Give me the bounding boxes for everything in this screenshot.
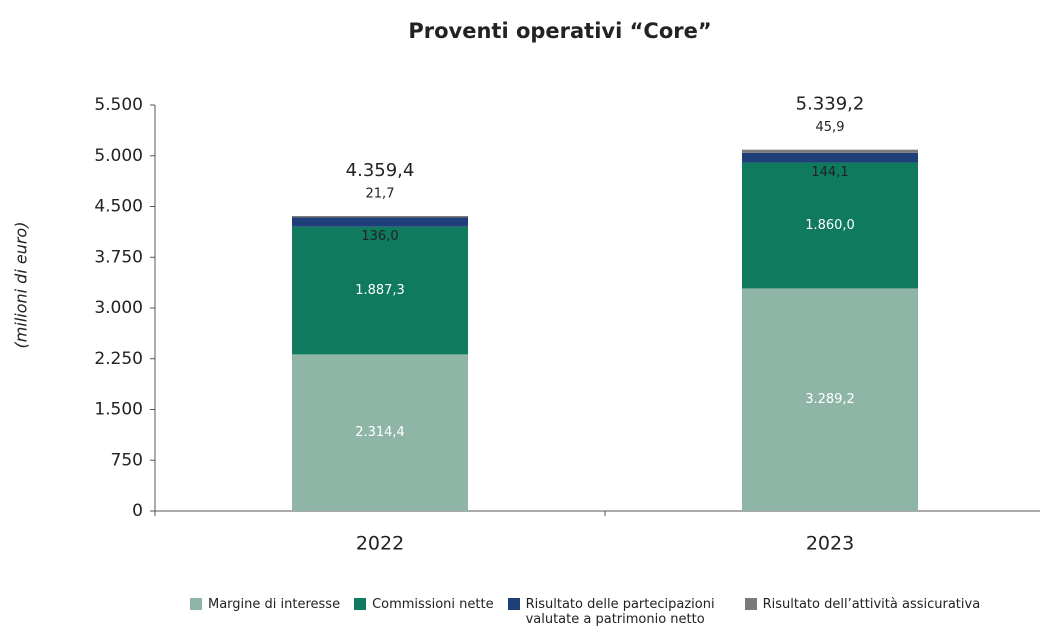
legend-label: Commissioni nette <box>372 597 494 612</box>
legend-swatch <box>744 598 757 610</box>
legend-item: Risultato dell’attività assicurativa <box>744 597 981 627</box>
value-label: 1.887,3 <box>355 283 405 298</box>
y-tick-label: 4.500 <box>94 197 143 217</box>
legend-label: Margine di interesse <box>208 597 341 612</box>
y-tick-label: 3.750 <box>94 247 143 267</box>
y-tick-label: 3.000 <box>94 298 143 318</box>
chart-title: Proventi operativi “Core” <box>408 19 711 43</box>
y-tick-label: 5.500 <box>94 95 143 115</box>
legend-label: Risultato dell’attività assicurativa <box>762 597 981 612</box>
legend-item: Commissioni nette <box>354 597 494 627</box>
legend-item: Risultato delle partecipazioni valutate … <box>507 597 731 627</box>
bar-segment <box>292 217 468 227</box>
value-label: 21,7 <box>366 187 395 202</box>
value-label: 2.314,4 <box>355 425 405 440</box>
x-tick-label: 2022 <box>356 533 404 555</box>
legend: Margine di interesse Commissioni nette Ris… <box>190 597 980 627</box>
bar-segment <box>292 354 468 511</box>
value-label: 45,9 <box>816 120 845 135</box>
bar-segment <box>742 288 918 511</box>
y-axis-label: (milioni di euro) <box>12 222 31 349</box>
legend-swatch <box>507 598 520 610</box>
y-tick-label: 750 <box>111 450 143 470</box>
y-tick-label: 5.000 <box>94 146 143 166</box>
y-tick-label: 0 <box>132 501 143 521</box>
total-label: 4.359,4 <box>346 160 415 181</box>
bar-segment <box>742 162 918 289</box>
bar-segment <box>742 152 918 163</box>
value-label: 1.860,0 <box>805 218 855 233</box>
chart: Proventi operativi “Core” (milioni di eu… <box>12 19 1040 555</box>
total-label: 5.339,2 <box>796 94 865 115</box>
value-label: 144,1 <box>811 165 848 180</box>
bar-segment <box>292 226 468 355</box>
legend-swatch <box>190 598 202 610</box>
bar-segment <box>292 216 468 218</box>
x-tick-label: 2023 <box>806 533 854 555</box>
legend-swatch <box>354 598 367 610</box>
legend-item: Margine di interesse <box>190 597 340 627</box>
y-tick-label: 2.250 <box>94 349 143 369</box>
y-tick-label: 1.500 <box>94 400 143 420</box>
value-label: 3.289,2 <box>805 392 855 407</box>
value-label: 136,0 <box>361 229 398 244</box>
bar-segment <box>742 149 918 153</box>
legend-label: Risultato delle partecipazioni valutate … <box>525 597 715 627</box>
